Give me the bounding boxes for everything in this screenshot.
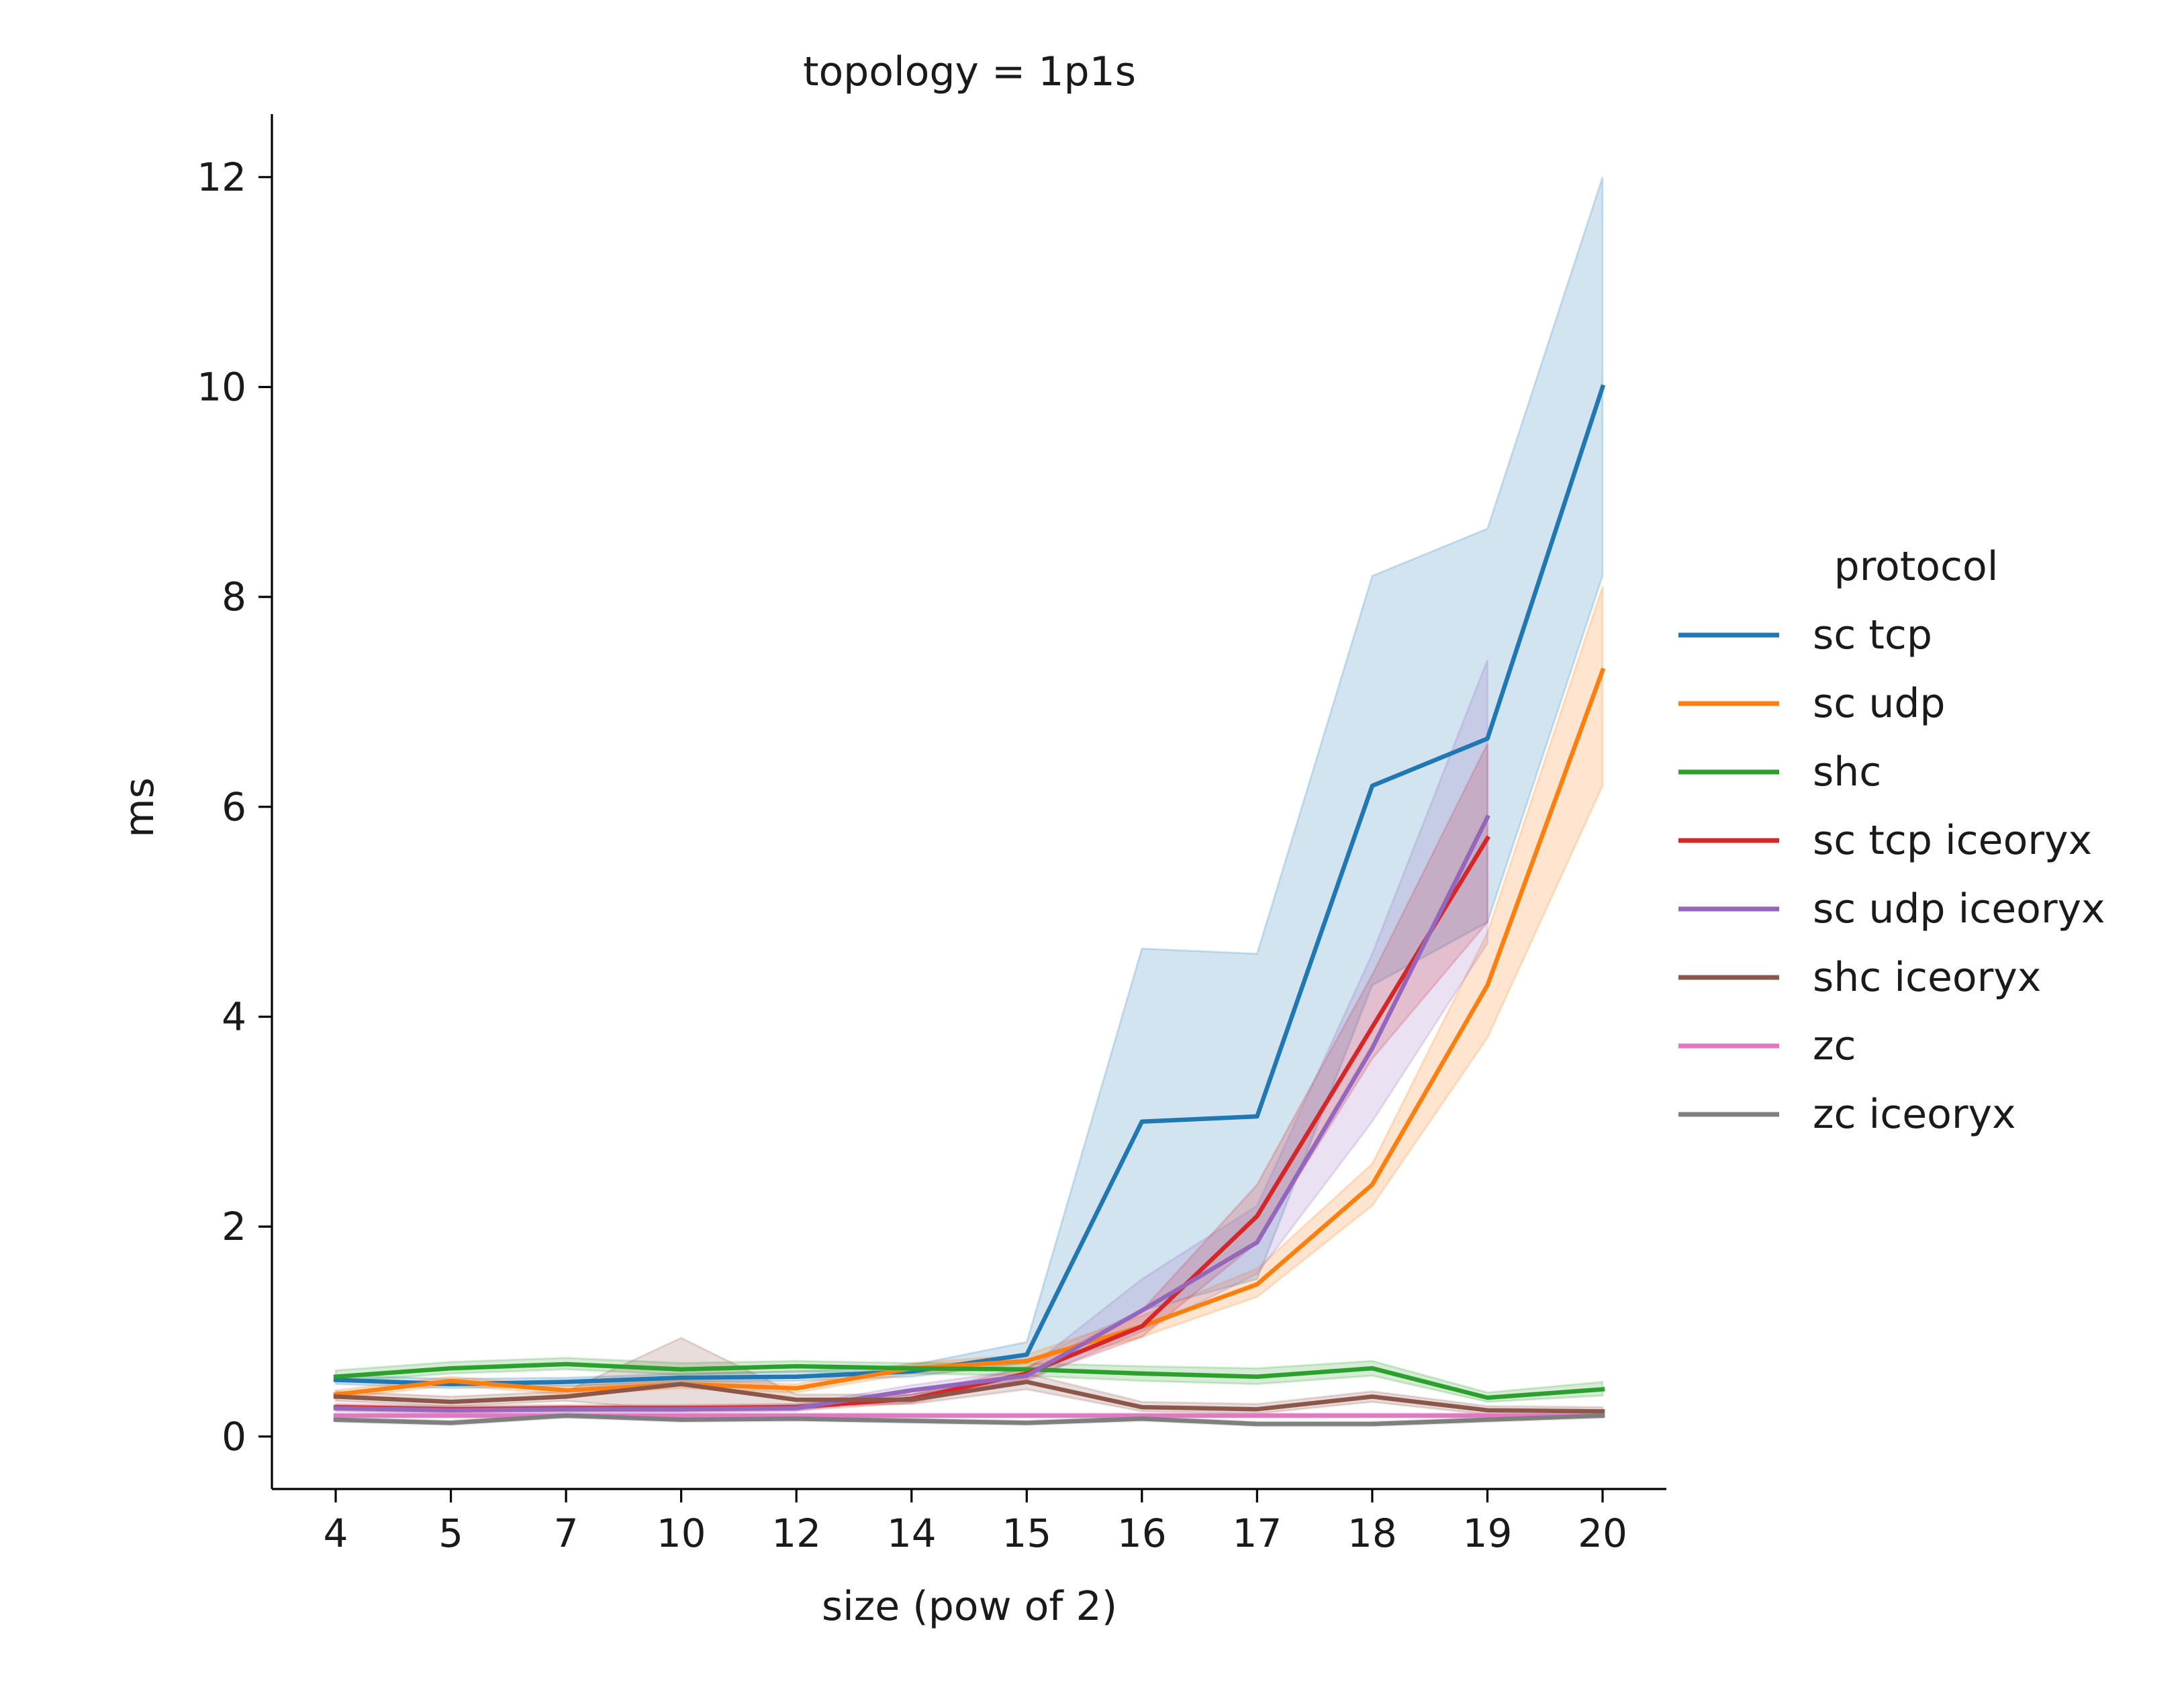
x-tick-label: 14 xyxy=(887,1510,937,1556)
x-tick-label: 10 xyxy=(657,1510,706,1556)
legend-label-sc-udp: sc udp xyxy=(1813,680,1946,727)
x-tick-label: 15 xyxy=(1002,1510,1051,1556)
legend: protocol sc tcp sc udp shc sc tcp iceoryx sc… xyxy=(1678,543,2105,1138)
x-tick-label: 12 xyxy=(771,1510,821,1556)
y-tick-label: 0 xyxy=(222,1414,246,1459)
legend-label-zc: zc xyxy=(1813,1022,1856,1069)
series-line-sc-udp-iceoryx xyxy=(333,814,1490,1412)
x-tick-label: 4 xyxy=(324,1510,348,1556)
series-lines xyxy=(333,384,1606,1427)
x-tick-label: 17 xyxy=(1232,1510,1282,1556)
legend-label-shc-iceoryx: shc iceoryx xyxy=(1813,954,2041,1001)
x-tick-label: 20 xyxy=(1578,1510,1627,1556)
x-tick-label: 18 xyxy=(1347,1510,1397,1556)
x-tick-label: 19 xyxy=(1463,1510,1513,1556)
series-line-sc-udp xyxy=(333,667,1606,1397)
legend-label-sc-tcp-iceoryx: sc tcp iceoryx xyxy=(1813,817,2092,864)
axes: 0 2 4 6 8 10 12 4 5 7 10 12 14 15 16 17 18 19 20 xyxy=(197,114,1666,1556)
chart-title: topology = 1p1s xyxy=(803,48,1136,95)
legend-label-sc-udp-iceoryx: sc udp iceoryx xyxy=(1813,885,2105,932)
series-line-zc-iceoryx xyxy=(333,1413,1605,1427)
y-tick-label: 8 xyxy=(222,574,246,620)
legend-title: protocol xyxy=(1834,543,1999,590)
x-tick-label: 16 xyxy=(1117,1510,1167,1556)
x-axis-label: size (pow of 2) xyxy=(822,1583,1117,1630)
series-line-shc-iceoryx xyxy=(333,1380,1605,1414)
legend-label-sc-tcp: sc tcp xyxy=(1813,612,1932,659)
y-tick-label: 4 xyxy=(222,994,246,1039)
y-tick-label: 2 xyxy=(222,1204,246,1249)
legend-label-zc-iceoryx: zc iceoryx xyxy=(1813,1091,2016,1138)
y-axis-label: ms xyxy=(116,777,163,838)
x-tick-label: 5 xyxy=(438,1510,463,1556)
legend-label-shc: shc xyxy=(1813,749,1881,796)
series-line-shc xyxy=(333,1361,1605,1400)
y-tick-label: 6 xyxy=(222,784,246,830)
x-tick-label: 7 xyxy=(554,1510,579,1556)
confidence-band-sc-udp xyxy=(334,586,1604,1400)
y-tick-label: 12 xyxy=(197,154,246,200)
y-tick-label: 10 xyxy=(197,364,246,410)
